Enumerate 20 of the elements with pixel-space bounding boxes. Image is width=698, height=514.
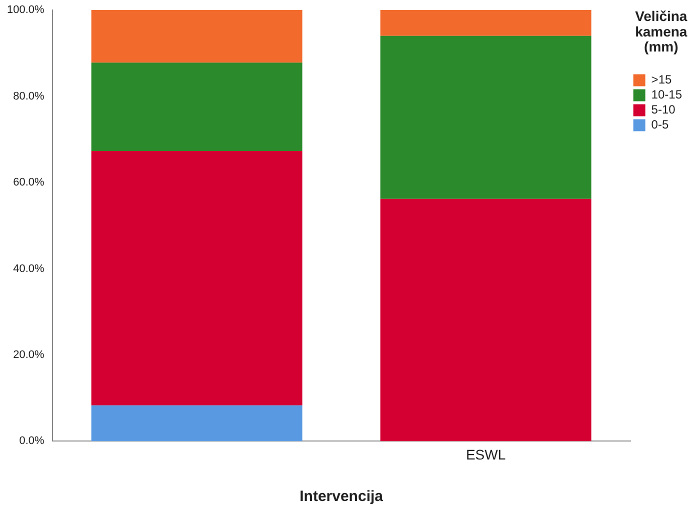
y-tick-label: 100.0% [6,4,45,16]
bar [380,198,592,442]
legend-label: >15 [651,72,672,87]
y-tick-label: 20.0% [13,348,45,361]
legend-title: Veličina kamena (mm) [635,8,688,55]
y-tick-label: 80.0% [13,90,45,102]
y-tick-label: 0.0% [19,435,45,448]
bar [91,10,302,63]
legend-label: 5-10 [651,102,676,117]
legend-label: 10-15 [651,88,682,102]
bar [91,405,302,442]
legend-label: 0-5 [651,118,669,132]
y-tick-label: 40.0% [13,262,45,275]
bar [380,36,592,199]
bar [91,62,302,152]
x-axis-title: Intervencija [300,488,384,506]
x-tick-label: ESWL [466,446,506,462]
bar [380,10,592,36]
bar [91,151,302,406]
y-tick-label: 60.0% [13,176,45,189]
